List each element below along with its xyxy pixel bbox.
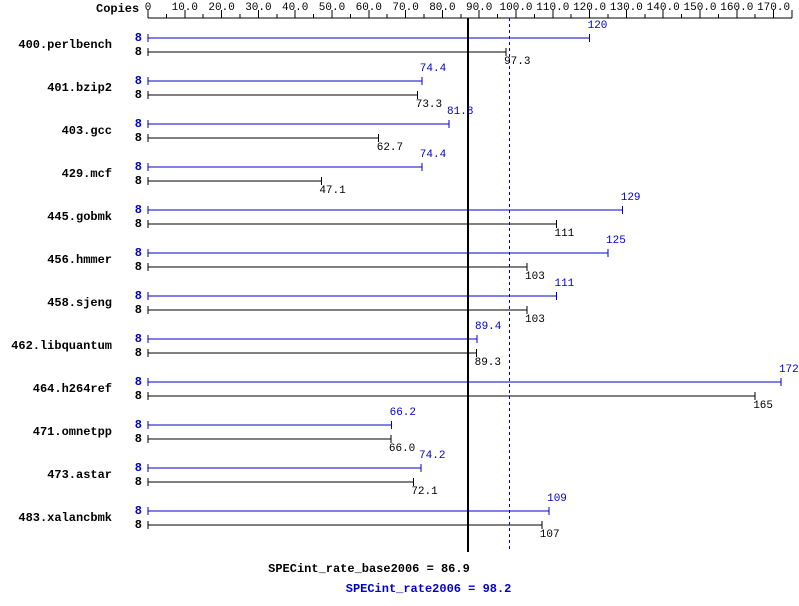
axis-tick-label: 60.0: [356, 2, 382, 14]
axis-tick-label: 80.0: [429, 2, 455, 14]
copies-peak: 8: [124, 289, 142, 303]
axis-tick-label: 10.0: [172, 2, 198, 14]
axis-tick-label: 110.0: [536, 2, 569, 14]
copies-base: 8: [124, 131, 142, 145]
axis-tick-label: 130.0: [610, 2, 643, 14]
base-value: 103: [525, 271, 545, 283]
copies-peak: 8: [124, 203, 142, 217]
base-value: 47.1: [319, 185, 345, 197]
benchmark-name: 456.hmmer: [47, 253, 112, 267]
axis-tick-label: 50.0: [319, 2, 345, 14]
copies-peak: 8: [124, 117, 142, 131]
copies-base: 8: [124, 174, 142, 188]
axis-tick-label: 100.0: [499, 2, 532, 14]
benchmark-name: 464.h264ref: [33, 382, 112, 396]
peak-value: 125: [606, 235, 626, 247]
benchmark-name: 429.mcf: [62, 167, 112, 181]
copies-base: 8: [124, 475, 142, 489]
peak-value: 89.4: [475, 321, 501, 333]
benchmark-name: 401.bzip2: [47, 81, 112, 95]
copies-header: Copies: [96, 2, 139, 16]
axis-tick-label: 160.0: [720, 2, 753, 14]
benchmark-name: 458.sjeng: [47, 296, 112, 310]
specint-peak-label: SPECint_rate2006 = 98.2: [346, 582, 512, 596]
base-value: 73.3: [416, 99, 442, 111]
copies-base: 8: [124, 518, 142, 532]
axis-tick-label: 0: [145, 2, 152, 14]
peak-value: 111: [554, 278, 574, 290]
peak-value: 120: [588, 20, 608, 32]
copies-peak: 8: [124, 74, 142, 88]
axis-tick-label: 170.0: [757, 2, 790, 14]
axis-tick-label: 150.0: [683, 2, 716, 14]
base-value: 107: [540, 529, 560, 541]
benchmark-name: 400.perlbench: [18, 38, 112, 52]
benchmark-name: 471.omnetpp: [33, 425, 112, 439]
base-value: 111: [554, 228, 574, 240]
base-value: 103: [525, 314, 545, 326]
base-value: 62.7: [377, 142, 403, 154]
peak-value: 66.2: [390, 407, 416, 419]
copies-base: 8: [124, 389, 142, 403]
base-value: 72.1: [411, 486, 437, 498]
benchmark-name: 445.gobmk: [47, 210, 112, 224]
copies-peak: 8: [124, 246, 142, 260]
axis-tick-label: 40.0: [282, 2, 308, 14]
axis-tick-label: 140.0: [647, 2, 680, 14]
peak-value: 129: [621, 192, 641, 204]
peak-value: 74.4: [420, 63, 446, 75]
copies-base: 8: [124, 217, 142, 231]
copies-peak: 8: [124, 332, 142, 346]
copies-base: 8: [124, 260, 142, 274]
axis-tick-label: 20.0: [208, 2, 234, 14]
peak-value: 172: [779, 364, 799, 376]
benchmark-name: 483.xalancbmk: [18, 511, 112, 525]
axis-tick-label: 30.0: [245, 2, 271, 14]
copies-base: 8: [124, 303, 142, 317]
specint-base-label: SPECint_rate_base2006 = 86.9: [268, 562, 470, 576]
copies-peak: 8: [124, 461, 142, 475]
axis-tick-label: 120.0: [573, 2, 606, 14]
copies-base: 8: [124, 346, 142, 360]
base-value: 165: [753, 400, 773, 412]
peak-value: 81.8: [447, 106, 473, 118]
spec-rate-chart: 0 10.0 20.0 30.0 40.0 50.0 60.0 70.0 80.0 90.0 100…: [0, 0, 799, 606]
copies-peak: 8: [124, 160, 142, 174]
peak-value: 109: [547, 493, 567, 505]
copies-peak: 8: [124, 418, 142, 432]
copies-base: 8: [124, 45, 142, 59]
copies-base: 8: [124, 88, 142, 102]
peak-value: 74.4: [420, 149, 446, 161]
copies-base: 8: [124, 432, 142, 446]
copies-peak: 8: [124, 375, 142, 389]
benchmark-name: 462.libquantum: [11, 339, 112, 353]
copies-peak: 8: [124, 31, 142, 45]
copies-peak: 8: [124, 504, 142, 518]
axis-tick-label: 90.0: [466, 2, 492, 14]
peak-value: 74.2: [419, 450, 445, 462]
base-value: 66.0: [389, 443, 415, 455]
base-value: 89.3: [475, 357, 501, 369]
benchmark-name: 473.astar: [47, 468, 112, 482]
benchmark-name: 403.gcc: [62, 124, 112, 138]
base-value: 97.3: [504, 56, 530, 68]
axis-tick-label: 70.0: [392, 2, 418, 14]
